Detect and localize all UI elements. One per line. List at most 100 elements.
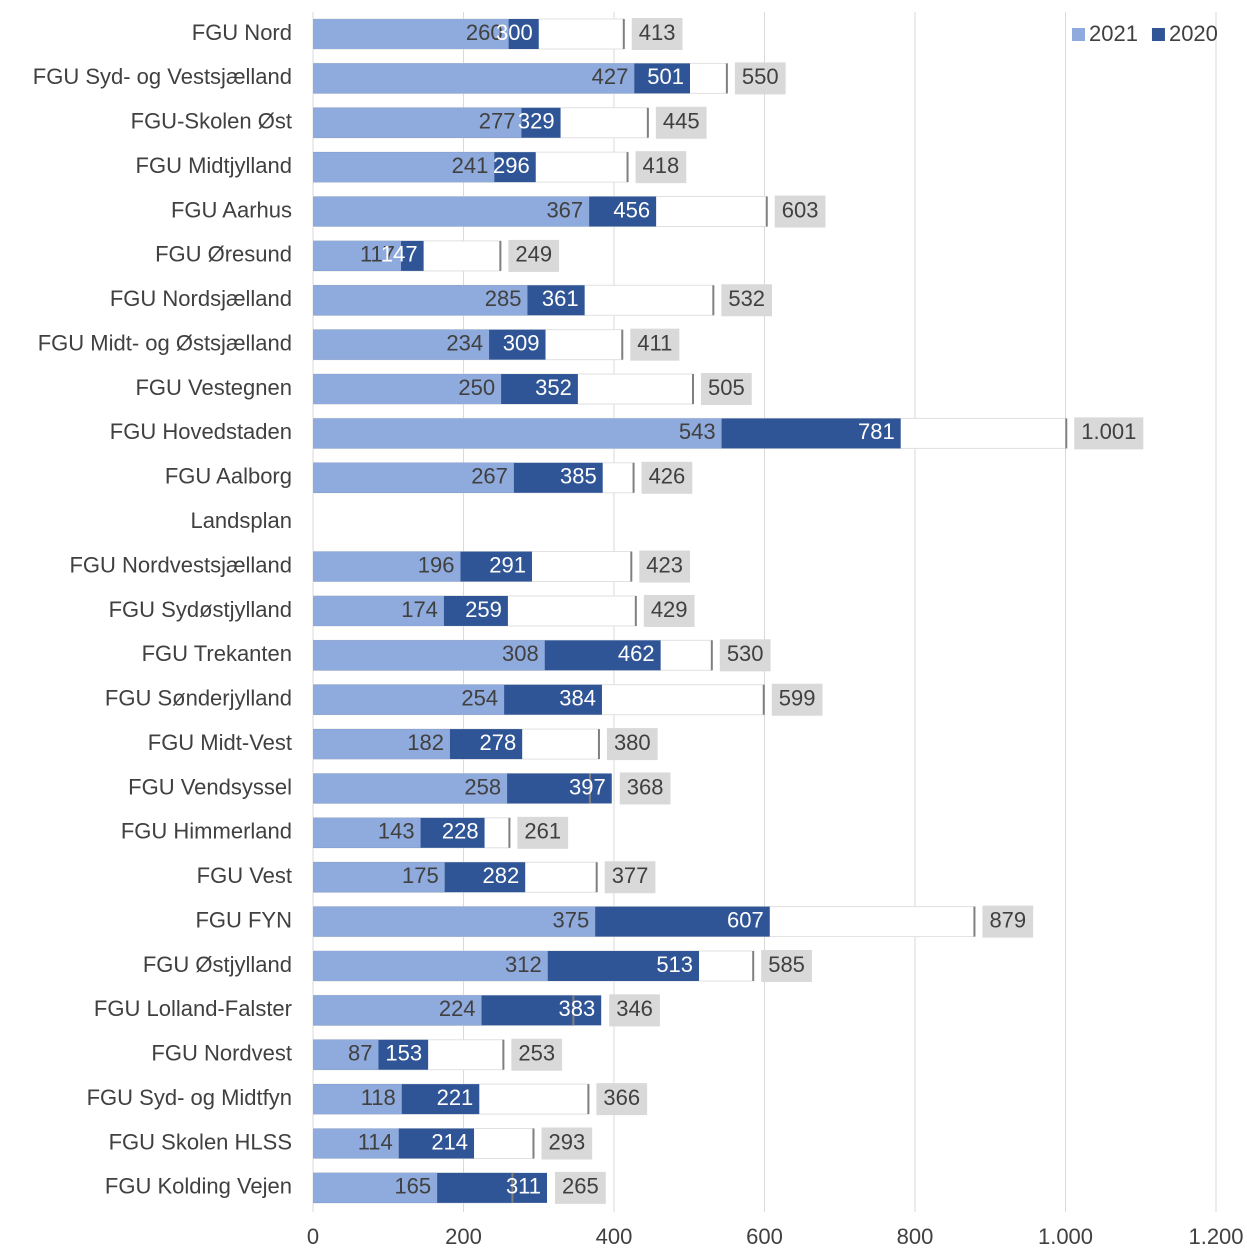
data-label: 879 — [989, 907, 1026, 932]
data-label: 165 — [394, 1174, 431, 1199]
data-label: 585 — [768, 952, 805, 977]
data-label: 352 — [535, 375, 572, 400]
data-label-box — [1074, 417, 1144, 450]
data-label: 224 — [439, 996, 476, 1021]
data-label-box — [655, 106, 707, 139]
bar — [313, 995, 482, 1026]
data-label: 309 — [503, 330, 540, 355]
data-label: 259 — [465, 597, 502, 622]
data-label: 296 — [493, 153, 530, 178]
data-label: 278 — [479, 730, 516, 755]
bar — [313, 1128, 399, 1159]
data-label-box — [555, 1171, 606, 1204]
data-label: 505 — [708, 375, 745, 400]
data-label: 143 — [378, 819, 415, 844]
bar — [313, 462, 514, 493]
bar — [313, 1039, 379, 1070]
data-label: 261 — [524, 819, 561, 844]
bar — [313, 196, 590, 227]
bar — [313, 1084, 402, 1115]
bar — [313, 862, 445, 893]
y-tick-label: FGU FYN — [195, 907, 292, 932]
data-label: 153 — [385, 1041, 422, 1066]
y-tick-label: FGU Kolding Vejen — [105, 1174, 292, 1199]
y-tick-label: FGU Nordsjælland — [110, 286, 292, 311]
data-label-box — [517, 816, 569, 849]
bar — [313, 640, 545, 671]
legend-swatch — [1072, 28, 1085, 41]
data-label-box — [604, 861, 656, 894]
y-tick-label: FGU-Skolen Øst — [131, 109, 292, 134]
y-tick-label: FGU Nordvest — [151, 1041, 292, 1066]
data-label: 377 — [612, 863, 649, 888]
y-tick-label: FGU Midt-Vest — [148, 730, 292, 755]
data-label-box — [631, 18, 683, 50]
data-label: 267 — [471, 464, 508, 489]
x-tick-label: 200 — [445, 1224, 482, 1248]
y-tick-label: FGU Vest — [197, 863, 292, 888]
data-label: 501 — [647, 64, 684, 89]
data-label: 285 — [485, 286, 522, 311]
bar — [313, 773, 508, 804]
x-tick-label: 600 — [746, 1224, 783, 1248]
x-tick-label: 400 — [596, 1224, 633, 1248]
data-label-box — [511, 1038, 563, 1071]
bar — [313, 950, 548, 981]
data-label: 445 — [663, 109, 700, 134]
y-tick-label: FGU Hovedstaden — [110, 419, 292, 444]
data-label: 308 — [502, 641, 539, 666]
y-tick-label: Landsplan — [190, 508, 292, 533]
bar — [313, 240, 402, 271]
bar — [313, 107, 522, 138]
data-label-box — [508, 239, 560, 272]
y-tick-label: FGU Skolen HLSS — [109, 1129, 292, 1154]
data-label-box — [639, 550, 691, 583]
data-label: 361 — [542, 286, 579, 311]
y-tick-label: FGU Nord — [192, 20, 292, 45]
data-label: 254 — [461, 686, 498, 711]
data-label: 282 — [482, 863, 519, 888]
data-label: 221 — [437, 1085, 474, 1110]
bar — [313, 729, 450, 760]
data-label: 411 — [637, 330, 672, 355]
data-label: 250 — [458, 375, 495, 400]
data-label: 385 — [560, 464, 597, 489]
bar — [313, 1172, 438, 1203]
data-label-box — [774, 195, 826, 228]
data-label-box — [541, 1127, 593, 1160]
data-label-box — [719, 639, 771, 672]
data-label: 380 — [614, 730, 651, 755]
bar — [313, 152, 495, 183]
bar — [313, 817, 421, 848]
data-label: 147 — [381, 242, 418, 267]
y-tick-label: FGU Lolland-Falster — [94, 996, 292, 1021]
bar — [313, 595, 444, 626]
data-label: 265 — [562, 1174, 599, 1199]
y-tick-label: FGU Øresund — [155, 242, 292, 267]
data-label: 413 — [639, 20, 676, 45]
data-label-box — [606, 728, 658, 761]
data-label-box — [734, 62, 786, 95]
y-tick-label: FGU Østjylland — [143, 952, 292, 977]
data-label: 543 — [679, 419, 716, 444]
data-label: 366 — [603, 1085, 640, 1110]
y-tick-label: FGU Himmerland — [121, 819, 292, 844]
data-label-box — [771, 683, 823, 716]
bar — [313, 285, 528, 316]
data-label: 532 — [728, 286, 765, 311]
data-label: 228 — [442, 819, 479, 844]
y-tick-label: FGU Midt- og Østsjælland — [38, 330, 292, 355]
data-label: 117 — [360, 242, 395, 267]
x-tick-label: 1.200 — [1188, 1224, 1243, 1248]
data-label: 607 — [727, 907, 764, 932]
data-label: 367 — [546, 197, 583, 222]
bar — [313, 63, 635, 94]
data-label: 258 — [464, 774, 501, 799]
data-label: 241 — [452, 153, 489, 178]
y-tick-label: FGU Vestegnen — [135, 375, 292, 400]
bar — [313, 19, 509, 49]
data-label-box — [982, 905, 1034, 938]
data-label: 513 — [656, 952, 693, 977]
data-label: 196 — [418, 552, 455, 577]
y-tick-label: FGU Syd- og Vestsjælland — [33, 64, 292, 89]
